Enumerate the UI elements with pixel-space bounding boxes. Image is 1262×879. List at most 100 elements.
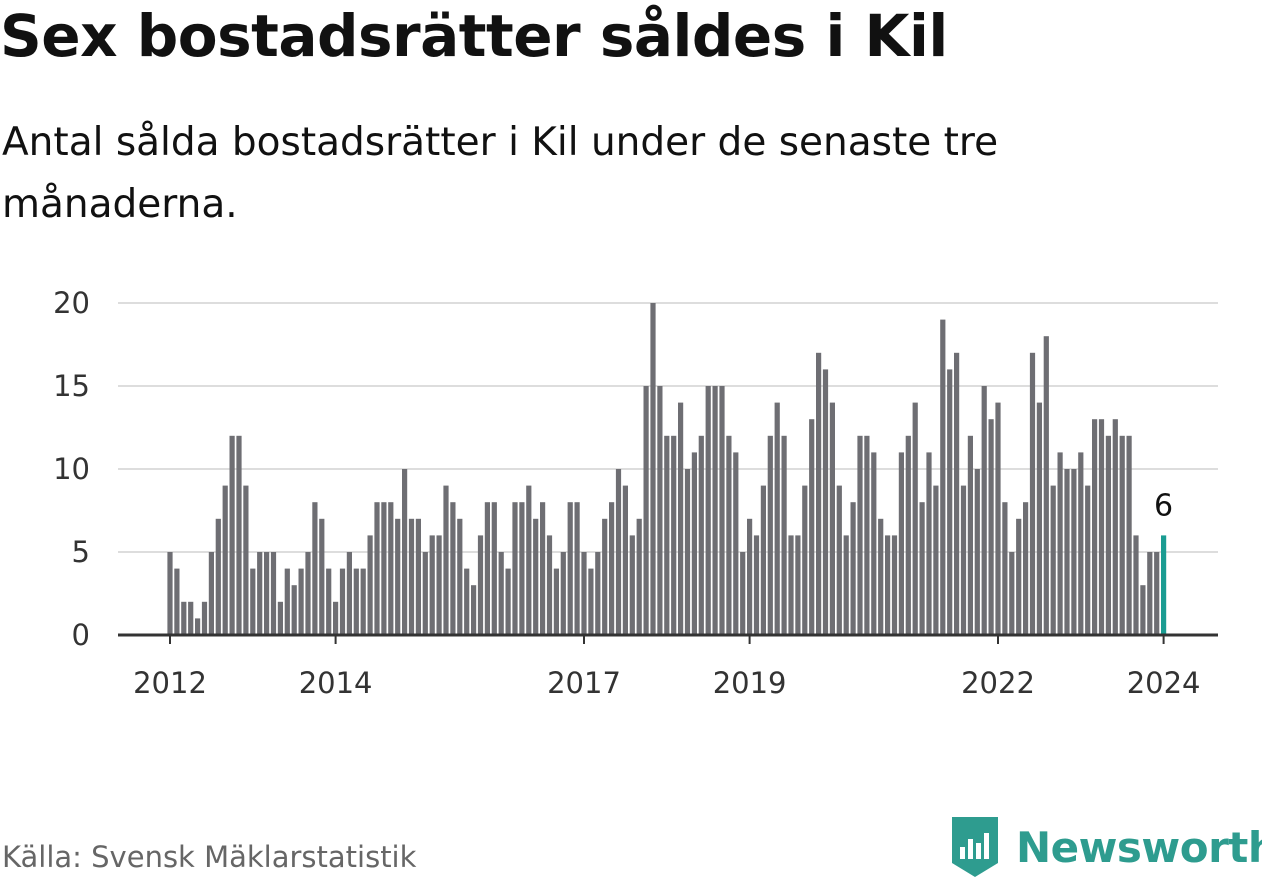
x-tick-label: 2024 (1127, 666, 1201, 700)
bar (767, 435, 773, 635)
axes (118, 633, 1218, 644)
bar (526, 485, 532, 635)
bar (891, 535, 898, 635)
bar (940, 319, 946, 635)
bar (857, 435, 863, 635)
bars (167, 303, 1167, 635)
bar (995, 402, 1001, 635)
bar (167, 552, 173, 635)
bar (1043, 336, 1049, 635)
x-tick-label: 2012 (133, 666, 207, 700)
bar (195, 618, 201, 635)
bar (567, 502, 573, 635)
bar (243, 485, 249, 635)
bar (540, 502, 546, 635)
bar (291, 585, 297, 635)
x-tick-label: 2022 (961, 666, 1035, 700)
bar (960, 485, 967, 635)
bar (1071, 469, 1077, 635)
bar (222, 485, 228, 635)
source-note: Källa: Svensk Mäklarstatistik (2, 840, 417, 874)
bar (1057, 452, 1063, 635)
bar (305, 552, 311, 635)
bar (381, 502, 387, 635)
bar (602, 518, 608, 635)
bar (415, 518, 421, 635)
bar (236, 435, 242, 635)
y-tick-label: 15 (53, 369, 90, 403)
bar (1147, 552, 1153, 635)
chart-title: Sex bostadsrätter såldes i Kil (0, 2, 948, 70)
bar (822, 369, 829, 635)
brand-name: Newsworthy (1016, 822, 1262, 872)
bar (643, 386, 649, 635)
bar (353, 568, 359, 635)
bar (1023, 502, 1029, 635)
y-tick-label: 5 (72, 535, 90, 569)
bar (1092, 419, 1098, 635)
bar (429, 535, 435, 635)
bar (408, 518, 415, 635)
bar (926, 452, 932, 635)
bar (740, 552, 746, 635)
bar (229, 435, 235, 635)
bar (581, 552, 587, 635)
bar (1119, 435, 1125, 635)
bar (1050, 485, 1056, 635)
bar (967, 435, 973, 635)
bar (1154, 552, 1160, 635)
bar (484, 502, 490, 635)
bar (698, 435, 704, 635)
bar (905, 435, 911, 635)
bar (981, 386, 987, 635)
bar (574, 502, 580, 635)
bar (691, 452, 697, 635)
bar (491, 502, 497, 635)
bar (1002, 502, 1008, 635)
bar (1016, 518, 1022, 635)
bar (395, 518, 401, 635)
bar (650, 303, 656, 635)
bar (664, 435, 670, 635)
bar (836, 485, 842, 635)
bar (208, 552, 214, 635)
bar (809, 419, 815, 635)
bar (760, 485, 766, 635)
bar (733, 452, 739, 635)
chart-subtitle: Antal sålda bostadsrätter i Kil under de… (2, 120, 999, 227)
bar (595, 552, 601, 635)
bar (257, 552, 263, 635)
bar (443, 485, 449, 635)
bar (188, 601, 194, 635)
bar (843, 535, 849, 635)
bar (871, 452, 877, 635)
bar (312, 502, 318, 635)
highlight-value-label: 6 (1154, 488, 1173, 523)
bar (816, 352, 822, 635)
bar (850, 502, 856, 635)
bar (622, 485, 628, 635)
y-tick-label: 0 (72, 618, 90, 652)
bar (402, 469, 408, 635)
bar (298, 568, 304, 635)
bar (609, 502, 615, 635)
bar (974, 469, 980, 635)
brand-logo: Newsworthy (950, 815, 1262, 879)
bar (774, 402, 780, 635)
bar (678, 402, 684, 635)
bar (519, 502, 525, 635)
bar (264, 552, 270, 635)
bar (512, 502, 518, 635)
bar (1112, 419, 1118, 635)
bar (284, 568, 290, 635)
bar (477, 535, 484, 635)
bar (560, 552, 566, 635)
bar (471, 585, 477, 635)
bar (436, 535, 442, 635)
bar (553, 568, 559, 635)
newsworthy-logo-icon (952, 817, 998, 877)
bar (1036, 402, 1042, 635)
bar (588, 568, 594, 635)
bar (781, 435, 787, 635)
bar (1098, 419, 1105, 635)
